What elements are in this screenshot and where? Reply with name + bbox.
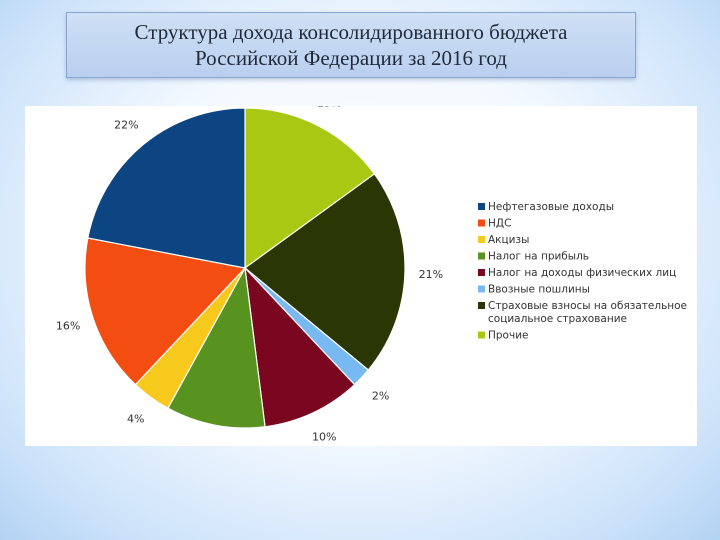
legend-item-0: Нефтегазовые доходы [478,201,614,213]
pie-slice-4 [167,266,266,429]
legend-swatch-2 [478,236,485,243]
data-label-4: 10% [198,445,222,446]
legend-swatch-6 [478,302,485,309]
pie-slice-3 [244,266,356,428]
legend-item-6: Страховые взносы на обязательноесоциальн… [478,300,687,325]
title-line-2: Российской Федерации за 2016 год [195,46,507,70]
legend-label-5-0: Ввозные пошлины [488,284,590,296]
legend-label-6-1: социальное страхование [488,313,627,325]
legend-swatch-5 [478,285,485,293]
legend-item-1: НДС [478,218,511,230]
data-label-6: 16% [56,320,80,333]
legend-swatch-1 [478,219,485,227]
legend-item-7: Прочие [478,330,528,342]
chart-panel: 15% 21% 2% 10% 10% 4% 16% 22% Нефтегазовые дохо… [25,96,697,458]
pie-slices [84,107,406,429]
pie-slice-6 [84,237,247,386]
pie-chart: 15% 21% 2% 10% 10% 4% 16% 22% Нефтегазовые дохо… [56,96,687,457]
data-label-2: 2% [372,389,389,402]
legend-item-4: Налог на доходы физических лиц [478,267,676,279]
legend: Нефтегазовые доходы НДС Акцизы Налог на при… [478,201,687,342]
pie-slice-0 [244,107,376,270]
legend-item-5: Ввозные пошлины [478,284,590,296]
legend-swatch-3 [478,252,485,260]
data-label-5: 4% [127,413,144,426]
legend-swatch-0 [478,203,485,210]
data-label-0: 15% [317,106,341,109]
legend-label-4-0: Налог на доходы физических лиц [488,267,676,279]
pie-slice-1 [244,173,406,371]
title-box: Структура дохода консолидированного бюдж… [66,12,636,78]
legend-label-3-0: Налог на прибыль [488,251,589,263]
data-label-3: 10% [312,430,336,443]
legend-label-2-0: Акцизы [488,234,529,246]
legend-label-7-0: Прочие [488,330,528,342]
data-label-1: 21% [419,268,443,281]
legend-label-0-0: Нефтегазовые доходы [488,201,614,213]
pie-slice-7 [87,107,246,269]
legend-swatch-4 [478,269,485,276]
legend-item-2: Акцизы [478,234,529,246]
data-label-7: 22% [114,119,138,132]
slide-title: Структура дохода консолидированного бюдж… [135,19,568,71]
legend-item-3: Налог на прибыль [478,251,589,263]
legend-label-1-0: НДС [488,218,511,230]
legend-swatch-7 [478,331,485,339]
legend-label-6-0: Страховые взносы на обязательное [488,300,687,312]
title-line-1: Структура дохода консолидированного бюдж… [134,20,568,44]
